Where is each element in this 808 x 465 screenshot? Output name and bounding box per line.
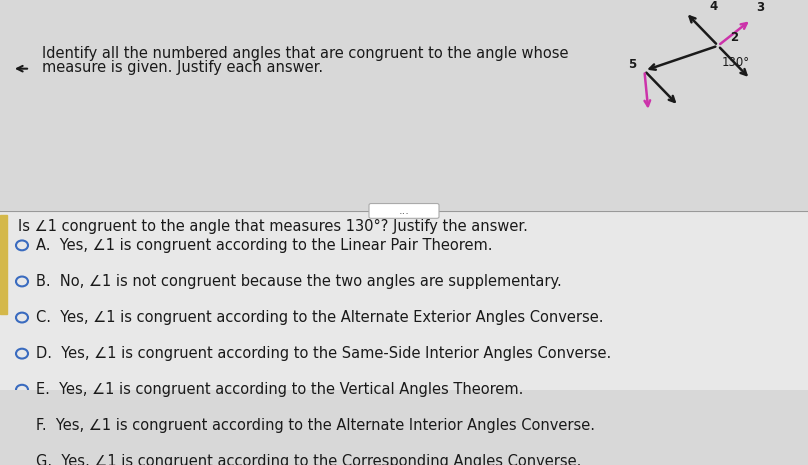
Text: 4: 4 [710,0,718,13]
Text: Identify all the numbered angles that are congruent to the angle whose: Identify all the numbered angles that ar… [42,46,569,61]
Bar [0,211,808,390]
Text: ...: ... [398,206,410,216]
Bar [0,215,7,314]
Text: D.  Yes, ∠1 is congruent according to the Same-Side Interior Angles Converse.: D. Yes, ∠1 is congruent according to the… [36,346,611,361]
Text: measure is given. Justify each answer.: measure is given. Justify each answer. [42,60,323,75]
Text: G.  Yes, ∠1 is congruent according to the Corresponding Angles Converse.: G. Yes, ∠1 is congruent according to the… [36,454,582,465]
Text: Is ∠1 congruent to the angle that measures 130°? Justify the answer.: Is ∠1 congruent to the angle that measur… [18,219,528,234]
Text: C.  Yes, ∠1 is congruent according to the Alternate Exterior Angles Converse.: C. Yes, ∠1 is congruent according to the… [36,310,604,325]
Text: 130°: 130° [722,55,750,68]
Text: F.  Yes, ∠1 is congruent according to the Alternate Interior Angles Converse.: F. Yes, ∠1 is congruent according to the… [36,418,595,433]
Text: B.  No, ∠1 is not congruent because the two angles are supplementary.: B. No, ∠1 is not congruent because the t… [36,274,562,289]
FancyBboxPatch shape [369,204,439,218]
Text: E.  Yes, ∠1 is congruent according to the Vertical Angles Theorem.: E. Yes, ∠1 is congruent according to the… [36,382,524,397]
Text: 2: 2 [730,31,738,44]
Text: A.  Yes, ∠1 is congruent according to the Linear Pair Theorem.: A. Yes, ∠1 is congruent according to the… [36,238,493,253]
Bar [0,9,808,211]
Text: 5: 5 [629,58,637,71]
Text: 3: 3 [756,0,764,13]
